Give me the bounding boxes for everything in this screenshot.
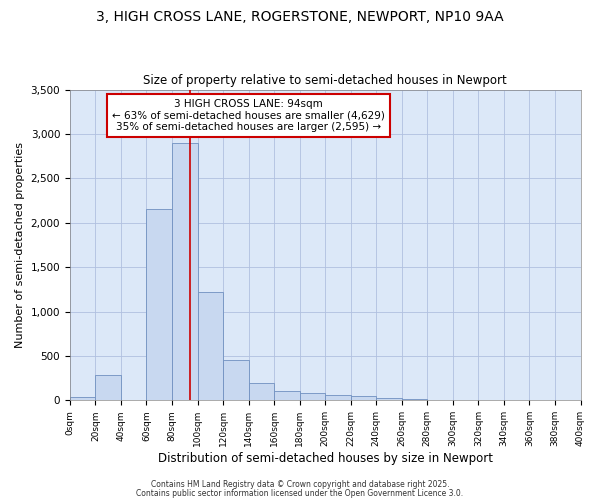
Bar — [223, 360, 248, 401]
X-axis label: Distribution of semi-detached houses by size in Newport: Distribution of semi-detached houses by … — [158, 452, 493, 465]
Y-axis label: Number of semi-detached properties: Number of semi-detached properties — [15, 142, 25, 348]
Bar — [146, 210, 172, 400]
Bar — [299, 393, 325, 400]
Bar — [325, 396, 351, 400]
Bar — [376, 398, 402, 400]
Text: Contains HM Land Registry data © Crown copyright and database right 2025.: Contains HM Land Registry data © Crown c… — [151, 480, 449, 489]
Bar — [248, 383, 274, 400]
Text: 3 HIGH CROSS LANE: 94sqm
← 63% of semi-detached houses are smaller (4,629)
35% o: 3 HIGH CROSS LANE: 94sqm ← 63% of semi-d… — [112, 99, 385, 132]
Title: Size of property relative to semi-detached houses in Newport: Size of property relative to semi-detach… — [143, 74, 507, 87]
Text: Contains public sector information licensed under the Open Government Licence 3.: Contains public sector information licen… — [136, 489, 464, 498]
Text: 3, HIGH CROSS LANE, ROGERSTONE, NEWPORT, NP10 9AA: 3, HIGH CROSS LANE, ROGERSTONE, NEWPORT,… — [96, 10, 504, 24]
Bar — [402, 399, 427, 400]
Bar — [70, 397, 95, 400]
Bar — [274, 390, 299, 400]
Bar — [197, 292, 223, 401]
Bar — [95, 374, 121, 400]
Bar — [172, 143, 197, 401]
Bar — [351, 396, 376, 400]
